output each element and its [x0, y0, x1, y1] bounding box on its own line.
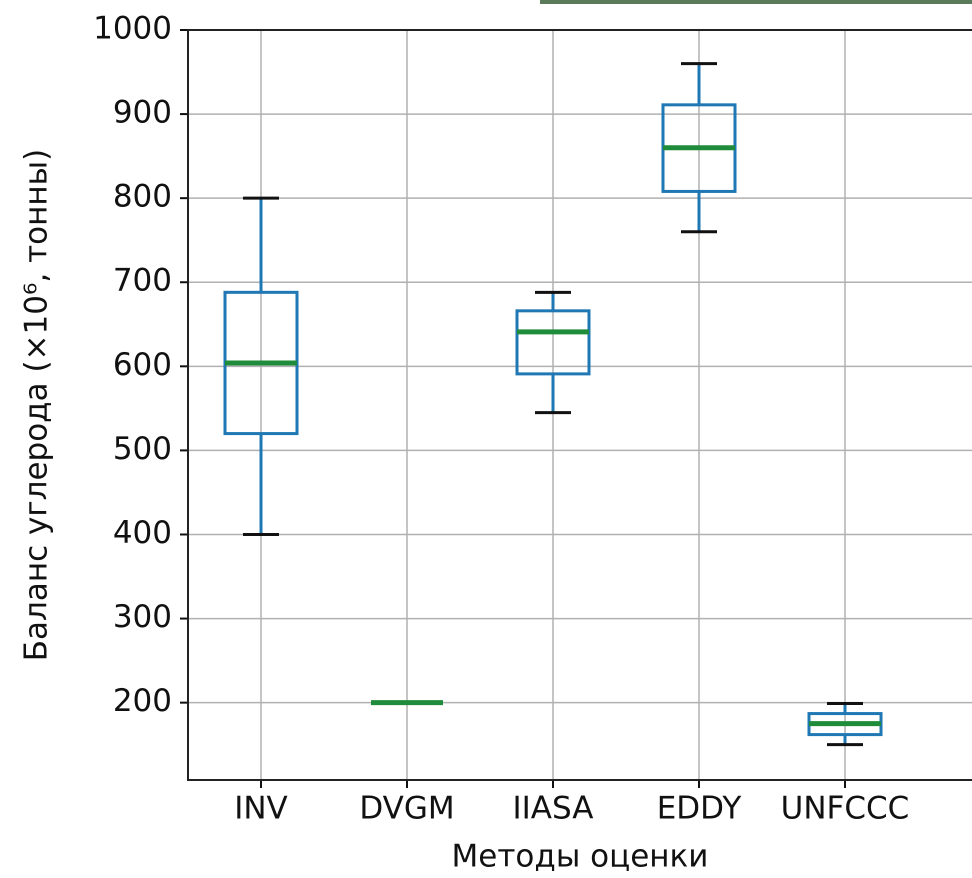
y-tick-label: 600 [113, 347, 172, 383]
x-tick-label: DVGM [359, 791, 454, 827]
box [515, 309, 591, 376]
y-tick-label: 800 [113, 179, 172, 215]
x-tick-label: INV [234, 791, 288, 827]
y-tick-label: 700 [113, 263, 172, 299]
y-tick-label: 300 [113, 599, 172, 635]
x-tick-label: EDDY [657, 791, 742, 827]
y-axis-label: Баланс углерода (×10⁶, тонны) [19, 149, 55, 661]
y-tick-label: 900 [113, 95, 172, 131]
y-tick-label: 500 [113, 431, 172, 467]
y-tick-label: 200 [113, 683, 172, 719]
background-image-fragment [540, 0, 972, 4]
x-tick-label: IIASA [513, 791, 594, 827]
y-tick-label: 1000 [93, 11, 172, 47]
x-tick-label: UNFCCC [781, 791, 910, 827]
y-tick-label: 400 [113, 515, 172, 551]
x-axis-label: Методы оценки [452, 839, 709, 875]
axes-frame [187, 29, 972, 781]
